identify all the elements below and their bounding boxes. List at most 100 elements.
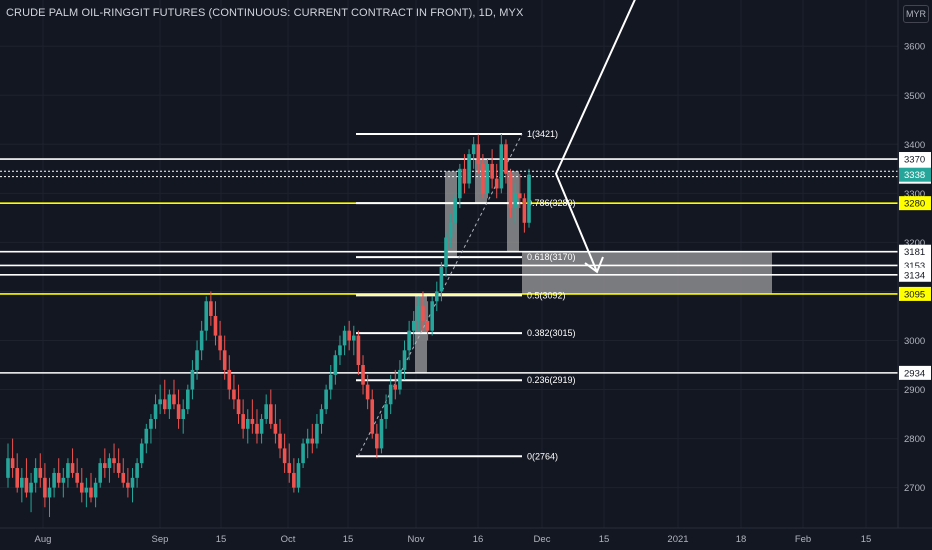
candle-body bbox=[259, 418, 264, 434]
candle-body bbox=[250, 418, 255, 424]
candle-body bbox=[199, 330, 204, 351]
candle-body bbox=[513, 193, 517, 209]
candle-body bbox=[204, 301, 209, 331]
candle-body bbox=[342, 330, 347, 346]
candle-body bbox=[176, 404, 181, 419]
candle-body bbox=[61, 477, 66, 483]
candle-body bbox=[448, 222, 453, 238]
time-tick-label: Aug bbox=[35, 534, 52, 545]
fib-level-label: 0.618(3170) bbox=[527, 252, 576, 262]
candle-body bbox=[282, 448, 287, 464]
last-price-label: 3338 bbox=[904, 170, 925, 181]
candle-body bbox=[112, 458, 116, 464]
time-tick-label: 15 bbox=[343, 534, 354, 545]
candle-body bbox=[296, 463, 301, 488]
candle-body bbox=[139, 443, 144, 464]
candle-body bbox=[476, 144, 481, 164]
fib-level-label: 0.236(2919) bbox=[527, 375, 576, 385]
candle-body bbox=[328, 374, 333, 390]
time-tick-label: Oct bbox=[281, 534, 296, 545]
projection-arrow bbox=[554, 0, 636, 273]
candle-body bbox=[15, 468, 20, 488]
candle-body bbox=[370, 399, 375, 434]
fib-level-label: 0(2764) bbox=[527, 451, 558, 461]
trend-drawings[interactable] bbox=[554, 0, 636, 274]
candle-body bbox=[347, 330, 351, 341]
price-tick-label: 3400 bbox=[904, 140, 925, 151]
candle-body bbox=[453, 198, 458, 223]
candle-body bbox=[508, 173, 513, 209]
candle-body bbox=[305, 438, 310, 444]
candle-body bbox=[407, 330, 411, 351]
price-badge-label: 3134 bbox=[904, 270, 925, 281]
candle-body bbox=[273, 423, 278, 434]
last-price-badge bbox=[899, 167, 931, 182]
candle-body bbox=[411, 320, 416, 331]
candle-body bbox=[116, 463, 121, 473]
candle-body bbox=[172, 394, 176, 405]
candle-body bbox=[24, 477, 29, 493]
time-tick-label: Sep bbox=[152, 534, 169, 545]
fib-level-label: 0.5(3092) bbox=[527, 290, 566, 300]
candle-body bbox=[517, 193, 522, 199]
candle-body bbox=[135, 463, 139, 478]
candle-body bbox=[103, 463, 107, 469]
candle-body bbox=[149, 418, 153, 429]
candle-body bbox=[33, 468, 38, 483]
fib-level-label: 1(3421) bbox=[527, 129, 558, 139]
candle-body bbox=[66, 463, 70, 478]
price-badge-label: 3370 bbox=[904, 155, 925, 166]
time-tick-label: 15 bbox=[599, 534, 610, 545]
candle-body bbox=[213, 315, 218, 336]
candle-body bbox=[356, 335, 361, 366]
candle-body bbox=[269, 404, 273, 424]
time-tick-label: Dec bbox=[534, 534, 551, 545]
price-badge-label: 2934 bbox=[904, 368, 925, 379]
time-axis[interactable]: Aug Sep 15 Oct 15 Nov 16 Dec 15 2021 18 Feb 15 bbox=[0, 527, 932, 545]
fib-level-label: 0.382(3015) bbox=[527, 328, 576, 338]
chart-title: CRUDE PALM OIL-RINGGIT FUTURES (CONTINUO… bbox=[6, 7, 524, 19]
candle-body bbox=[393, 384, 398, 390]
candle-body bbox=[481, 163, 485, 194]
candle-body bbox=[292, 472, 296, 488]
candle-body bbox=[70, 463, 75, 473]
price-tick-label: 2900 bbox=[904, 385, 925, 396]
candle-body bbox=[241, 414, 245, 429]
candle-body bbox=[402, 350, 407, 370]
candle-body bbox=[379, 418, 384, 449]
candle-body bbox=[458, 168, 462, 199]
candle-body bbox=[218, 335, 222, 351]
candle-body bbox=[315, 423, 319, 444]
candle-body bbox=[79, 482, 84, 493]
fib-trend-line bbox=[357, 133, 523, 457]
candle-body bbox=[186, 389, 190, 410]
candle-body bbox=[236, 399, 241, 415]
candle-body bbox=[43, 477, 47, 498]
candle-body bbox=[416, 306, 421, 321]
candle-body bbox=[490, 163, 494, 179]
candle-body bbox=[89, 487, 93, 498]
candle-body bbox=[195, 350, 199, 370]
candle-body bbox=[324, 389, 328, 410]
candle-body bbox=[499, 144, 504, 189]
price-axis[interactable]: 2700280029003000310033003400350036003200… bbox=[897, 0, 931, 528]
candle-body bbox=[130, 477, 135, 488]
price-badge bbox=[899, 244, 931, 259]
candle-body bbox=[232, 389, 236, 400]
fibonacci-retracement[interactable]: 1(3421) 0.786(3280) 0.618(3170) 0.5(3092) 0.… bbox=[356, 129, 576, 461]
time-tick-label: Feb bbox=[795, 534, 811, 545]
candle-body bbox=[522, 198, 527, 223]
candlestick-series bbox=[6, 133, 531, 518]
price-badge-label: 3095 bbox=[904, 289, 925, 300]
candle-body bbox=[398, 369, 402, 390]
horizontal-levels[interactable] bbox=[0, 158, 898, 374]
currency-button[interactable]: MYR bbox=[903, 5, 929, 23]
candle-body bbox=[167, 394, 172, 410]
time-tick-label: 15 bbox=[216, 534, 227, 545]
candle-body bbox=[485, 163, 490, 194]
candle-body bbox=[181, 409, 186, 419]
candle-body bbox=[227, 369, 232, 390]
candle-body bbox=[430, 301, 434, 331]
candle-body bbox=[98, 463, 103, 483]
